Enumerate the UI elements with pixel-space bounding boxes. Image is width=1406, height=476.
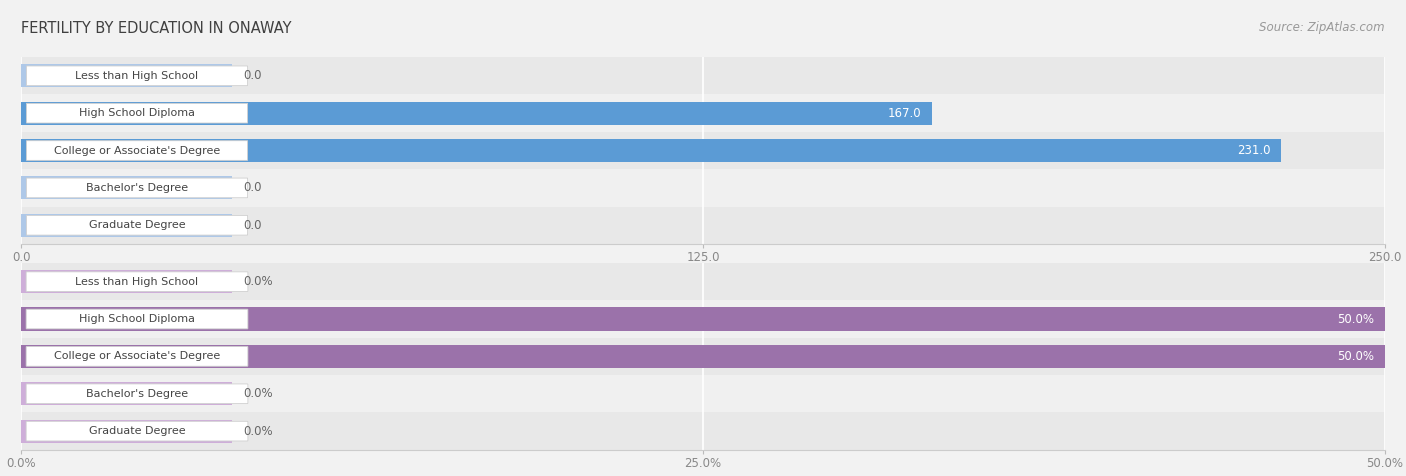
FancyBboxPatch shape (27, 309, 247, 329)
Text: High School Diploma: High School Diploma (79, 108, 195, 118)
FancyBboxPatch shape (27, 421, 247, 441)
Text: Graduate Degree: Graduate Degree (89, 220, 186, 230)
Text: 0.0: 0.0 (243, 181, 262, 194)
Bar (21, 207, 1385, 244)
Bar (21, 64, 232, 88)
Bar (21, 307, 1385, 331)
Bar (21, 382, 232, 406)
FancyBboxPatch shape (27, 272, 247, 291)
FancyBboxPatch shape (27, 178, 247, 198)
Text: Less than High School: Less than High School (76, 277, 198, 287)
Bar (21, 57, 1385, 95)
Bar (21, 345, 1385, 368)
Bar (21, 338, 1385, 375)
Text: Graduate Degree: Graduate Degree (89, 426, 186, 436)
Bar (21, 101, 932, 125)
Text: 0.0%: 0.0% (243, 387, 273, 400)
Text: 50.0%: 50.0% (1337, 313, 1374, 326)
Bar (21, 132, 1385, 169)
Bar (21, 270, 232, 293)
FancyBboxPatch shape (27, 347, 247, 366)
Bar (21, 214, 232, 237)
Text: College or Associate's Degree: College or Associate's Degree (53, 146, 221, 156)
FancyBboxPatch shape (27, 216, 247, 235)
Bar (21, 419, 232, 443)
Bar (21, 300, 1385, 338)
Bar (21, 375, 1385, 412)
Text: 167.0: 167.0 (887, 107, 921, 119)
Text: Source: ZipAtlas.com: Source: ZipAtlas.com (1260, 21, 1385, 34)
Text: 0.0%: 0.0% (243, 425, 273, 437)
Bar (21, 263, 1385, 300)
Bar (21, 95, 1385, 132)
FancyBboxPatch shape (27, 384, 247, 404)
FancyBboxPatch shape (27, 66, 247, 86)
Text: 50.0%: 50.0% (1337, 350, 1374, 363)
Bar (21, 412, 1385, 450)
Text: Bachelor's Degree: Bachelor's Degree (86, 183, 188, 193)
Text: 0.0%: 0.0% (243, 275, 273, 288)
Text: College or Associate's Degree: College or Associate's Degree (53, 351, 221, 361)
Text: Bachelor's Degree: Bachelor's Degree (86, 389, 188, 399)
Text: 0.0: 0.0 (243, 219, 262, 232)
Text: High School Diploma: High School Diploma (79, 314, 195, 324)
Text: FERTILITY BY EDUCATION IN ONAWAY: FERTILITY BY EDUCATION IN ONAWAY (21, 21, 291, 37)
Bar (21, 169, 1385, 207)
FancyBboxPatch shape (27, 141, 247, 160)
Bar (21, 176, 232, 199)
Text: Less than High School: Less than High School (76, 71, 198, 81)
Bar (21, 139, 1281, 162)
Text: 231.0: 231.0 (1237, 144, 1271, 157)
Text: 0.0: 0.0 (243, 69, 262, 82)
FancyBboxPatch shape (27, 103, 247, 123)
